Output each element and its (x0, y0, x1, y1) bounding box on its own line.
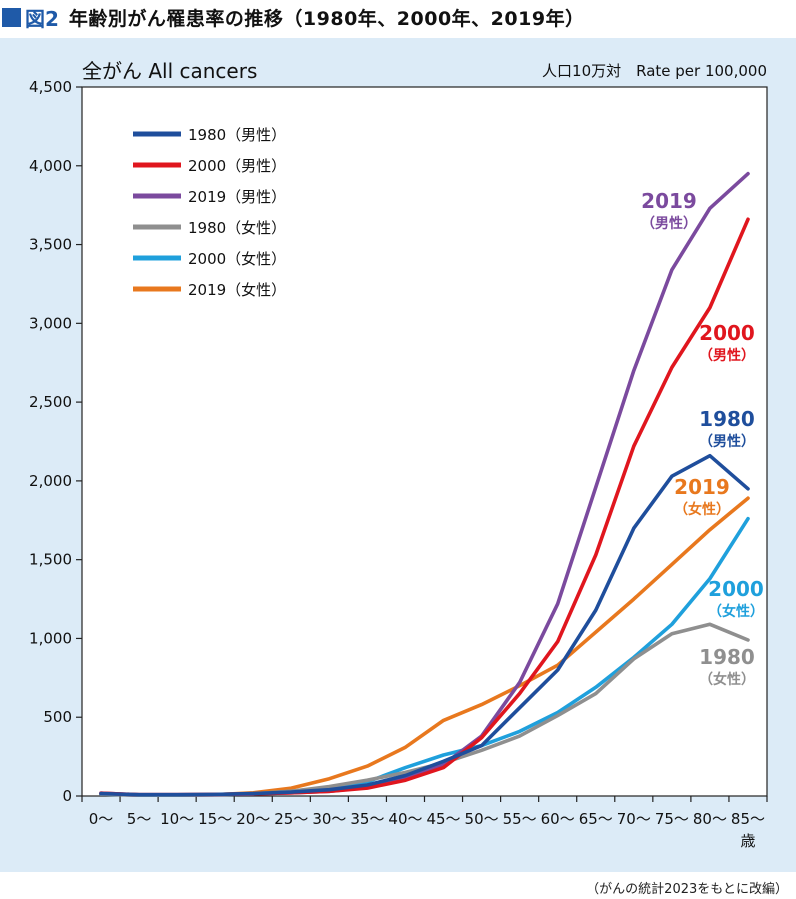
series-annotation-sex: （男性） (699, 433, 755, 450)
chart-panel: 0 500 1,000 1,500 2,000 2,500 3,000 3,500 4,000 4… (0, 38, 796, 872)
y-tick-label: 4,500 (29, 78, 72, 96)
series-annotation-sex: （男性） (641, 215, 697, 232)
y-tick-label: 3,000 (29, 314, 72, 332)
legend-label: 2019（男性） (188, 188, 286, 206)
x-tick-label: 45〜 (426, 810, 460, 828)
series-annotation-sex: （女性） (699, 671, 755, 688)
x-tick-label: 0〜 (89, 810, 114, 828)
x-tick-label: 5〜 (127, 810, 152, 828)
x-tick-label: 20〜 (236, 810, 270, 828)
legend-label: 1980（女性） (188, 219, 286, 237)
x-tick-label: 25〜 (274, 810, 308, 828)
rate-unit-label: 人口10万対 Rate per 100,000 (542, 62, 767, 80)
legend-label: 1980（男性） (188, 126, 286, 144)
figure-title: 年齢別がん罹患率の推移（1980年、2000年、2019年） (68, 7, 585, 30)
x-tick-label: 55〜 (503, 810, 537, 828)
x-tick-label: 60〜 (541, 810, 575, 828)
title-square-icon (2, 7, 21, 27)
series-annotation-year: 1980 (699, 645, 755, 669)
x-tick-label: 65〜 (579, 810, 613, 828)
plot-area (81, 86, 768, 797)
series-annotation-sex: （女性） (708, 603, 764, 620)
x-tick-label: 10〜 (160, 810, 194, 828)
y-tick-label: 2,000 (29, 472, 72, 490)
series-annotation-year: 2019 (674, 475, 730, 499)
series-annotation-sex: （男性） (699, 347, 755, 364)
figure-header: 図2 年齢別がん罹患率の推移（1980年、2000年、2019年） (0, 0, 796, 34)
figure-number: 図2 (25, 6, 59, 31)
series-line-0 (99, 453, 750, 797)
legend-label: 2019（女性） (188, 281, 286, 299)
x-tick-label: 70〜 (617, 810, 651, 828)
x-tick-label: 40〜 (388, 810, 422, 828)
y-tick-label: 500 (43, 708, 72, 726)
y-tick-label: 4,000 (29, 157, 72, 175)
chart-title: 全がん All cancers (82, 59, 257, 83)
x-tick-label: 85〜 (731, 810, 765, 828)
y-tick-label: 1,500 (29, 551, 72, 569)
line-chart: 0 500 1,000 1,500 2,000 2,500 3,000 3,500 4,000 4… (29, 59, 768, 850)
series-annotation-sex: （女性） (674, 501, 730, 518)
y-tick-label: 3,500 (29, 236, 72, 254)
series-annotation-year: 2000 (699, 321, 755, 345)
x-tick-label: 15〜 (198, 810, 232, 828)
series-annotation-year: 2019 (641, 189, 697, 213)
legend-label: 2000（女性） (188, 250, 286, 268)
age-unit-label: 歳 (740, 832, 755, 850)
y-tick-label: 0 (62, 787, 72, 805)
series-annotation-year: 2000 (708, 577, 764, 601)
x-tick-label: 50〜 (465, 810, 499, 828)
series-annotation-year: 1980 (699, 407, 755, 431)
legend-label: 2000（男性） (188, 157, 286, 175)
x-tick-label: 75〜 (655, 810, 689, 828)
x-tick-label: 35〜 (350, 810, 384, 828)
source-note: （がんの統計2023をもとに改編） (586, 882, 788, 897)
y-tick-label: 1,000 (29, 629, 72, 647)
y-tick-label: 2,500 (29, 393, 72, 411)
x-tick-label: 30〜 (312, 810, 346, 828)
x-tick-label: 80〜 (693, 810, 727, 828)
